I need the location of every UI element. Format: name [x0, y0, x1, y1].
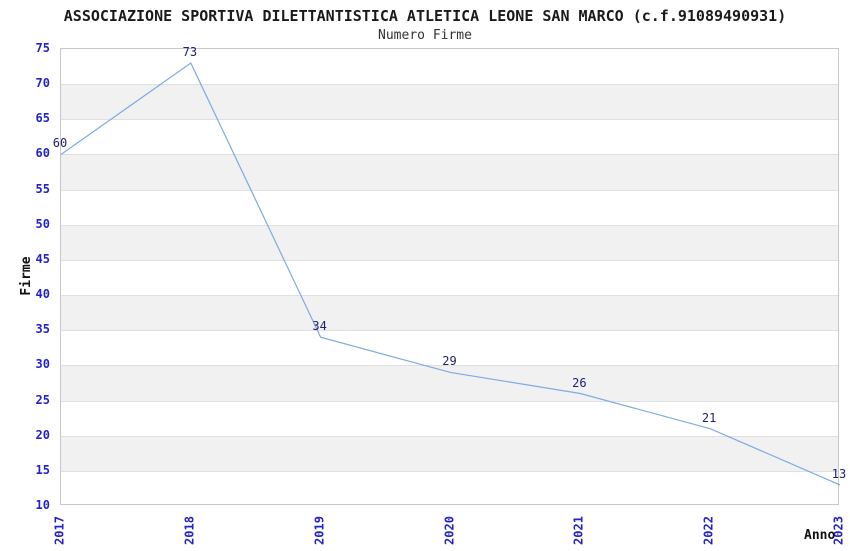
x-tick-label: 2020 — [442, 516, 456, 545]
y-tick-label: 50 — [35, 216, 50, 231]
y-tick-label: 70 — [35, 76, 50, 91]
gridline — [61, 330, 838, 332]
y-tick-label: 35 — [35, 322, 50, 337]
y-tick-label: 40 — [35, 287, 50, 302]
data-point-label: 13 — [831, 466, 847, 481]
y-tick-label: 65 — [35, 111, 50, 126]
gridline — [61, 435, 838, 437]
grid-band — [61, 224, 838, 260]
data-point-label: 21 — [701, 410, 717, 425]
chart-title: ASSOCIAZIONE SPORTIVA DILETTANTISTICA AT… — [63, 7, 787, 25]
data-point-label: 73 — [182, 45, 198, 60]
grid-band — [61, 84, 838, 120]
y-tick-label: 60 — [35, 146, 50, 161]
data-point-label: 29 — [442, 354, 457, 369]
y-tick-label: 30 — [35, 357, 50, 372]
gridline — [61, 224, 838, 226]
y-tick-label: 15 — [35, 462, 50, 477]
grid-band — [61, 154, 838, 190]
grid-band — [61, 435, 838, 471]
x-tick-label: 2022 — [701, 516, 716, 545]
x-axis-title: Anno — [804, 528, 836, 543]
gridline — [61, 295, 838, 297]
x-tick-label: 2019 — [312, 516, 327, 545]
gridline — [61, 189, 838, 191]
x-tick-label: 2018 — [182, 516, 197, 545]
y-tick-label: 75 — [35, 41, 50, 55]
gridline — [61, 400, 838, 402]
chart-subtitle: Numero Firme — [378, 28, 472, 43]
x-tick-label: 2017 — [52, 516, 67, 545]
grid-band — [61, 365, 838, 401]
gridline — [61, 154, 838, 156]
grid-band — [61, 295, 838, 331]
gridline — [61, 119, 838, 121]
gridline — [61, 84, 838, 86]
data-point-label: 34 — [312, 319, 327, 334]
y-tick-label: 55 — [35, 181, 50, 196]
gridline — [61, 365, 838, 367]
plot-area — [60, 48, 840, 505]
y-tick-label: 20 — [35, 427, 50, 442]
y-tick-label: 25 — [35, 392, 50, 407]
gridline — [61, 470, 838, 472]
data-point-label: 26 — [572, 375, 587, 390]
data-series-line — [61, 62, 840, 486]
x-tick-label: 2021 — [571, 516, 586, 545]
series-line-svg — [61, 62, 840, 486]
y-axis-title: Firme — [19, 256, 34, 296]
y-tick-label: 10 — [35, 498, 50, 512]
gridline — [61, 259, 838, 261]
y-tick-label: 45 — [35, 251, 50, 266]
data-point-label: 60 — [52, 136, 68, 151]
